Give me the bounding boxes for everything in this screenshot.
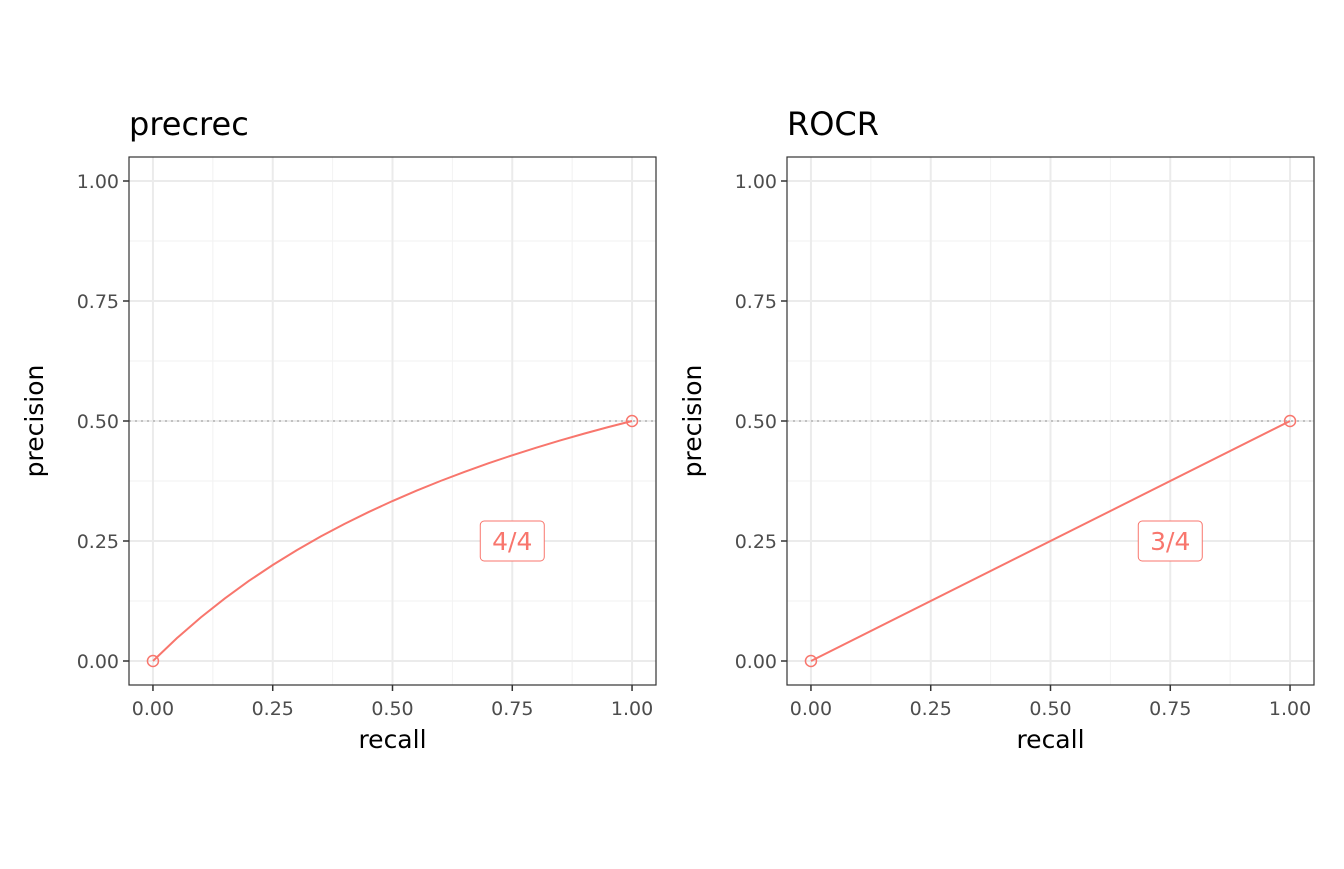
y-tick-label: 0.75 bbox=[735, 291, 777, 313]
grid bbox=[129, 157, 656, 685]
x-tick-label: 0.50 bbox=[1029, 698, 1071, 720]
panel-rocr: ROCR recall precision 3/4 0.00 0.25 0.50 0.7… bbox=[678, 105, 1315, 754]
data-point bbox=[804, 654, 818, 668]
x-tick-label: 0.25 bbox=[252, 698, 294, 720]
data-point bbox=[625, 414, 639, 428]
annotation-label: 3/4 bbox=[1150, 527, 1190, 556]
data-point bbox=[146, 654, 160, 668]
x-tick-label: 1.00 bbox=[611, 698, 653, 720]
y-tick-label: 1.00 bbox=[77, 171, 119, 193]
y-tick-label: 1.00 bbox=[735, 171, 777, 193]
x-axis-label: recall bbox=[1016, 725, 1084, 754]
annotation-box bbox=[1137, 520, 1203, 562]
y-tick-label: 0.75 bbox=[77, 291, 119, 313]
x-tick-label: 0.75 bbox=[491, 698, 533, 720]
x-tick-label: 0.00 bbox=[790, 698, 832, 720]
x-axis-label: recall bbox=[358, 725, 426, 754]
x-tick-label: 0.25 bbox=[910, 698, 952, 720]
grid bbox=[787, 157, 1314, 685]
y-axis-label: precision bbox=[678, 365, 707, 478]
y-tick-label: 0.00 bbox=[77, 651, 119, 673]
data-point bbox=[1283, 414, 1297, 428]
series-line bbox=[810, 420, 1291, 662]
y-tick-label: 0.50 bbox=[735, 411, 777, 433]
annotation-label: 4/4 bbox=[492, 527, 532, 556]
y-tick-label: 0.25 bbox=[77, 531, 119, 553]
y-axis-label: precision bbox=[20, 365, 49, 478]
annotation-box bbox=[479, 520, 545, 562]
panel-title: precrec bbox=[129, 105, 249, 143]
x-tick-label: 0.50 bbox=[371, 698, 413, 720]
y-tick-label: 0.50 bbox=[77, 411, 119, 433]
y-tick-label: 0.25 bbox=[735, 531, 777, 553]
panel-precrec: precrec recall precision 4/4 0.00 0.25 0.50… bbox=[20, 105, 657, 754]
x-tick-label: 1.00 bbox=[1269, 698, 1311, 720]
x-tick-label: 0.00 bbox=[132, 698, 174, 720]
x-tick-label: 0.75 bbox=[1149, 698, 1191, 720]
series-line bbox=[152, 420, 633, 662]
y-tick-label: 0.00 bbox=[735, 651, 777, 673]
panel-title: ROCR bbox=[787, 105, 879, 143]
